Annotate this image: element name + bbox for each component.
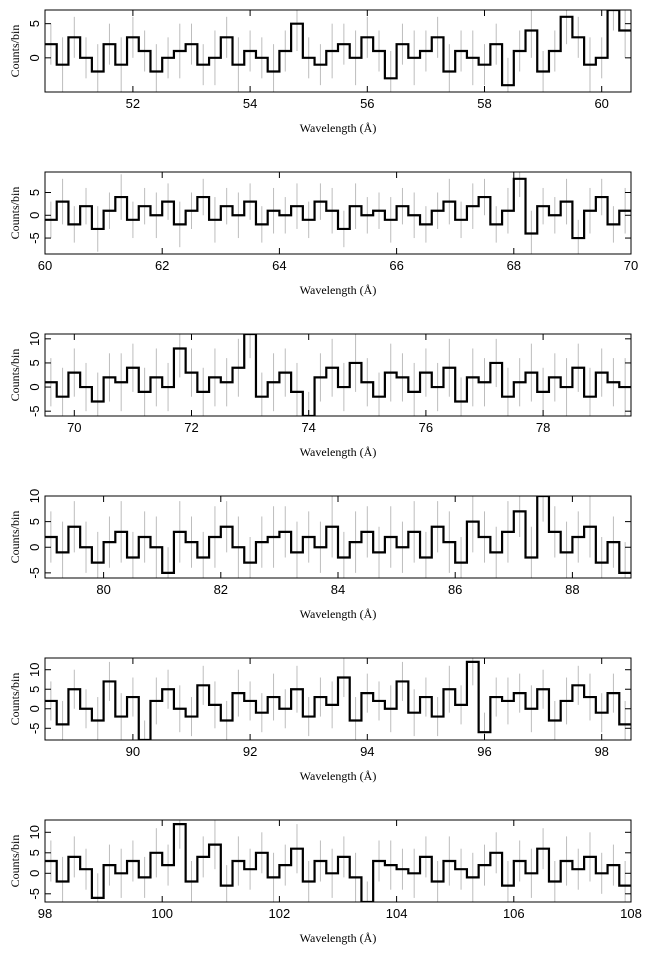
- x-tick-label: 72: [184, 420, 198, 435]
- panel: 80 82 84 86 88 -5 0 5 10 Wavelength (Å) Counts/bin: [8, 489, 632, 621]
- y-tick-label: 0: [27, 705, 42, 712]
- spectrum-line: [45, 496, 631, 574]
- x-tick-label: 60: [594, 96, 608, 111]
- y-tick-label: 0: [27, 383, 42, 390]
- y-tick-label: 0: [27, 54, 42, 61]
- x-tick-label: 54: [243, 96, 257, 111]
- x-tick-label: 76: [419, 420, 433, 435]
- x-axis-label: Wavelength (Å): [300, 283, 377, 297]
- y-axis-label: Counts/bin: [8, 349, 22, 402]
- x-axis-label: Wavelength (Å): [300, 931, 377, 945]
- plot-frame: [44, 333, 632, 417]
- x-tick-label: 58: [477, 96, 491, 111]
- y-tick-label: 0: [27, 544, 42, 551]
- y-tick-label: 0: [27, 870, 42, 877]
- y-tick-label: 10: [27, 825, 42, 839]
- x-tick-label: 88: [565, 582, 579, 597]
- x-tick-label: 78: [536, 420, 550, 435]
- plot-frame: [44, 657, 632, 741]
- y-tick-label: -5: [27, 888, 42, 900]
- x-axis-label: Wavelength (Å): [300, 121, 377, 135]
- x-tick-label: 94: [360, 744, 374, 759]
- spectrum-line: [45, 334, 631, 416]
- x-tick-label: 102: [269, 906, 291, 921]
- x-tick-label: 52: [126, 96, 140, 111]
- panel: 60 62 64 66 68 70 -5 0 5 Wavelength (Å) Counts/bin: [8, 171, 638, 297]
- y-tick-label: 10: [27, 332, 42, 346]
- x-tick-label: 70: [67, 420, 81, 435]
- x-tick-label: 106: [503, 906, 525, 921]
- x-tick-label: 70: [624, 258, 638, 273]
- x-tick-label: 98: [38, 906, 52, 921]
- spectrum-line: [45, 177, 631, 240]
- y-tick-label: -5: [27, 567, 42, 579]
- y-axis-label: Counts/bin: [8, 511, 22, 564]
- x-tick-label: 96: [477, 744, 491, 759]
- y-tick-label: -5: [27, 405, 42, 417]
- y-axis-label: Counts/bin: [8, 835, 22, 888]
- x-tick-label: 56: [360, 96, 374, 111]
- x-axis-label: Wavelength (Å): [300, 769, 377, 783]
- x-tick-label: 98: [594, 744, 608, 759]
- y-tick-label: 5: [27, 518, 42, 525]
- y-axis-label: Counts/bin: [8, 25, 22, 78]
- y-tick-label: -5: [27, 723, 42, 735]
- x-tick-label: 100: [151, 906, 173, 921]
- x-axis-label: Wavelength (Å): [300, 445, 377, 459]
- spectrum-line: [45, 823, 631, 902]
- panel: 52 54 56 58 60 0 5 Wavelength (Å) Counts/bin: [8, 9, 632, 135]
- y-tick-label: 5: [27, 359, 42, 366]
- panel: 98 100 102 104 106 108 -5 0 5 10 Wavelength (Å) Cou…: [8, 819, 642, 945]
- x-tick-label: 68: [507, 258, 521, 273]
- panel: 70 72 74 76 78 -5 0 5 10 Wavelength (Å) Counts/bin: [8, 332, 632, 459]
- x-tick-label: 74: [301, 420, 315, 435]
- x-tick-label: 84: [331, 582, 345, 597]
- plot-frame: [44, 171, 632, 255]
- y-tick-label: 5: [27, 20, 42, 27]
- y-tick-label: 5: [27, 189, 42, 196]
- panel: 90 92 94 96 98 -5 0 5 10 Wavelength (Å) Counts/bin: [8, 657, 632, 783]
- y-axis-label: Counts/bin: [8, 187, 22, 240]
- x-tick-label: 90: [126, 744, 140, 759]
- plot-frame: [44, 9, 632, 93]
- y-tick-label: 10: [27, 662, 42, 676]
- y-tick-label: 0: [27, 212, 42, 219]
- x-tick-label: 80: [96, 582, 110, 597]
- x-tick-label: 92: [243, 744, 257, 759]
- x-tick-label: 62: [155, 258, 169, 273]
- x-tick-label: 64: [272, 258, 286, 273]
- y-tick-label: -5: [27, 232, 42, 244]
- y-axis-label: Counts/bin: [8, 673, 22, 726]
- x-tick-label: 108: [620, 906, 642, 921]
- x-tick-label: 60: [38, 258, 52, 273]
- plot-frame: [44, 819, 632, 903]
- x-axis-label: Wavelength (Å): [300, 607, 377, 621]
- spectrum-line: [45, 10, 631, 87]
- y-tick-label: 5: [27, 849, 42, 856]
- y-tick-label: 5: [27, 686, 42, 693]
- y-tick-label: 10: [27, 489, 42, 503]
- x-tick-label: 82: [214, 582, 228, 597]
- spectrum-line: [45, 660, 631, 740]
- x-tick-label: 104: [386, 906, 408, 921]
- x-tick-label: 66: [389, 258, 403, 273]
- x-tick-label: 86: [448, 582, 462, 597]
